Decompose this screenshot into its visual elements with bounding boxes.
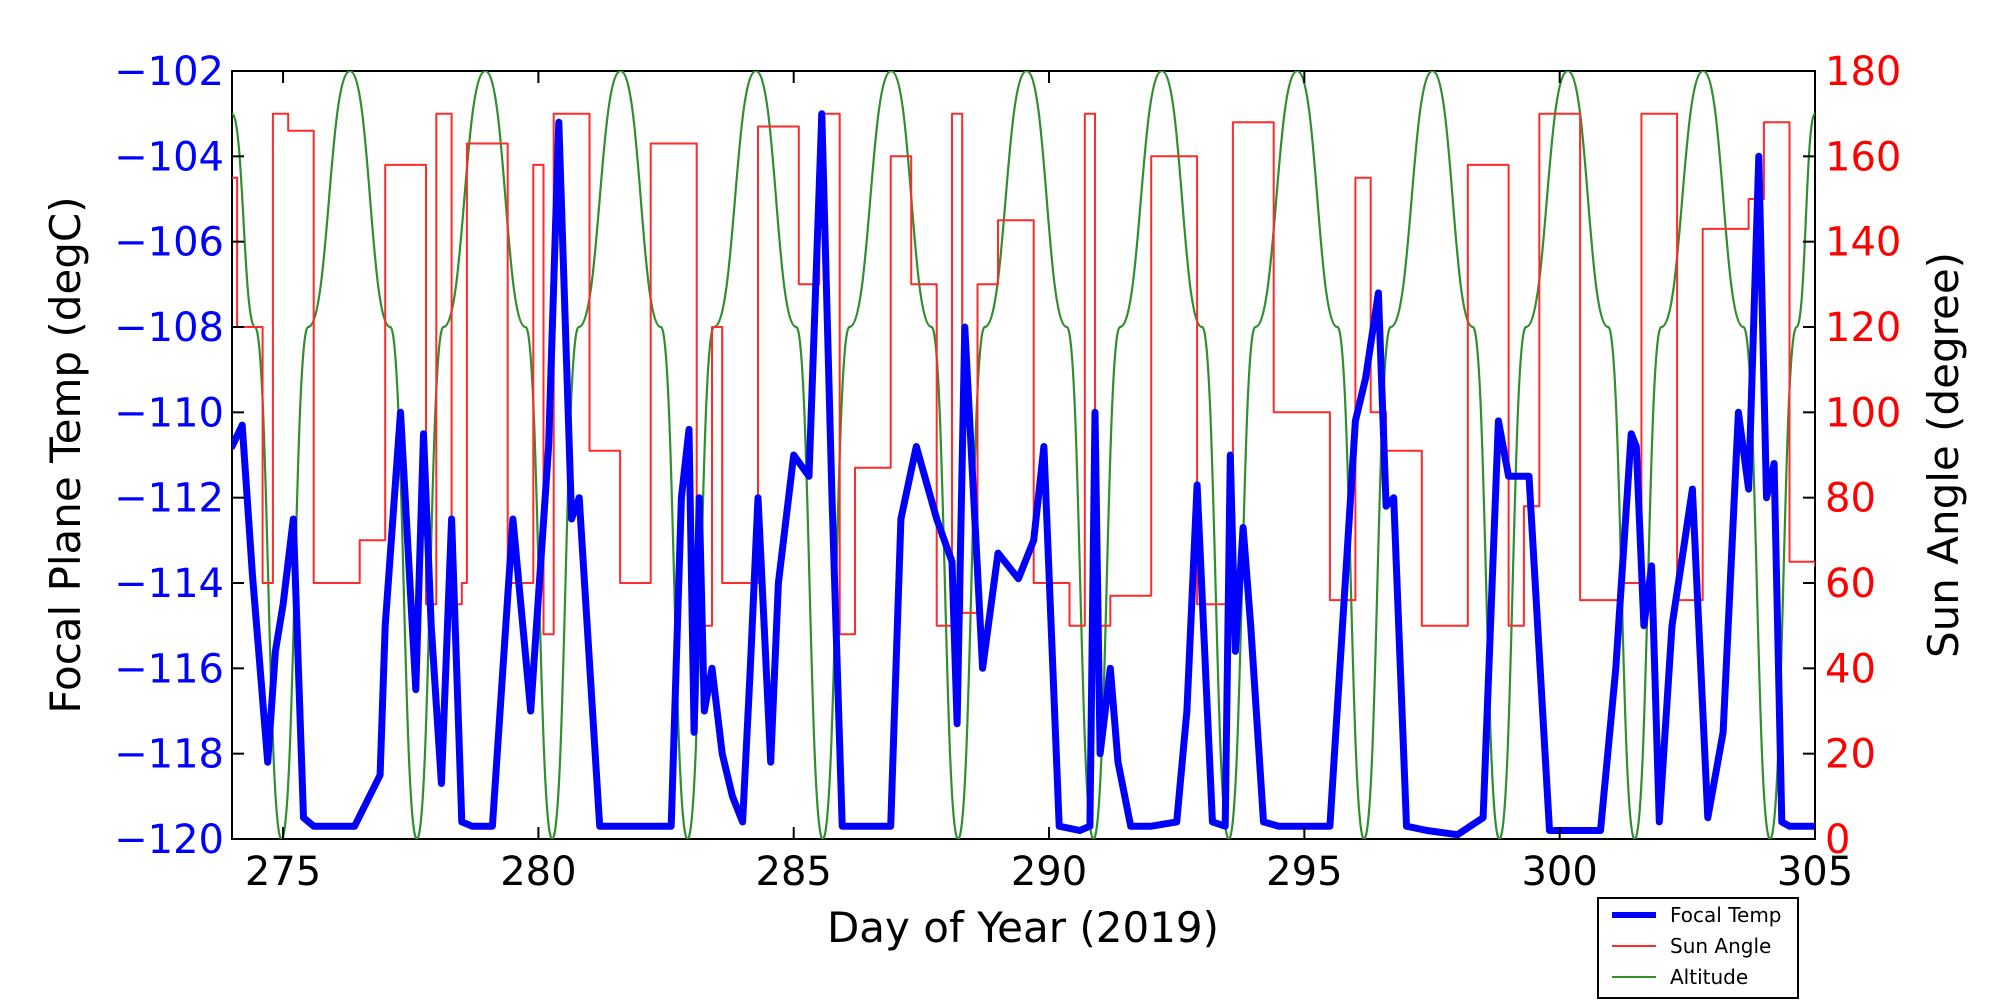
series-line-focal-temp bbox=[232, 110, 1815, 839]
legend-label-focal-temp: Focal Temp bbox=[1670, 903, 1782, 927]
y-right-tick-label: 80 bbox=[1825, 476, 1876, 522]
y-left-tick-label: −118 bbox=[114, 732, 224, 778]
y-right-tick-label: 20 bbox=[1825, 732, 1876, 778]
x-tick-label: 285 bbox=[756, 849, 832, 895]
y-left-tick-label: −116 bbox=[114, 646, 224, 692]
y-right-tick-label: 160 bbox=[1825, 134, 1901, 180]
y-right-tick-label: 140 bbox=[1825, 220, 1901, 266]
y-right-tick-label: 60 bbox=[1825, 561, 1876, 607]
y-axis-right-label: Sun Angle (degree) bbox=[1919, 252, 1968, 658]
x-tick-label: 305 bbox=[1777, 849, 1853, 895]
series-layer bbox=[232, 71, 1815, 839]
plot-area bbox=[231, 70, 1816, 840]
x-tick-label: 290 bbox=[1011, 849, 1087, 895]
x-tick-label: 300 bbox=[1521, 849, 1597, 895]
y-right-tick-label: 120 bbox=[1825, 305, 1901, 351]
y-left-tick-label: −104 bbox=[114, 134, 224, 180]
y-left-tick-label: −108 bbox=[114, 305, 224, 351]
x-tick-label: 280 bbox=[500, 849, 576, 895]
x-tick-label: 275 bbox=[245, 849, 321, 895]
legend: Focal Temp Sun Angle Altitude bbox=[1597, 897, 1799, 999]
y-right-tick-label: 100 bbox=[1825, 390, 1901, 436]
x-axis-label: Day of Year (2019) bbox=[827, 903, 1219, 952]
y-left-tick-label: −106 bbox=[114, 220, 224, 266]
y-left-tick-label: −114 bbox=[114, 561, 224, 607]
ticks-layer: 275 280 285 290 295 300 305 −120 −118 −116 −114 −11… bbox=[114, 49, 1901, 895]
y-right-tick-label: 0 bbox=[1825, 817, 1850, 863]
legend-label-altitude: Altitude bbox=[1670, 965, 1748, 989]
y-left-tick-label: −112 bbox=[114, 476, 224, 522]
y-left-tick-label: −110 bbox=[114, 390, 224, 436]
x-tick-label: 295 bbox=[1266, 849, 1342, 895]
y-left-tick-label: −102 bbox=[114, 49, 224, 95]
y-right-tick-label: 40 bbox=[1825, 646, 1876, 692]
y-axis-left-label: Focal Plane Temp (degC) bbox=[41, 196, 90, 713]
series-line-altitude bbox=[232, 71, 1815, 839]
y-right-tick-label: 180 bbox=[1825, 49, 1901, 95]
legend-label-sun-angle: Sun Angle bbox=[1670, 934, 1771, 958]
series-line-sun-angle bbox=[232, 112, 1815, 636]
y-left-tick-label: −120 bbox=[114, 817, 224, 863]
